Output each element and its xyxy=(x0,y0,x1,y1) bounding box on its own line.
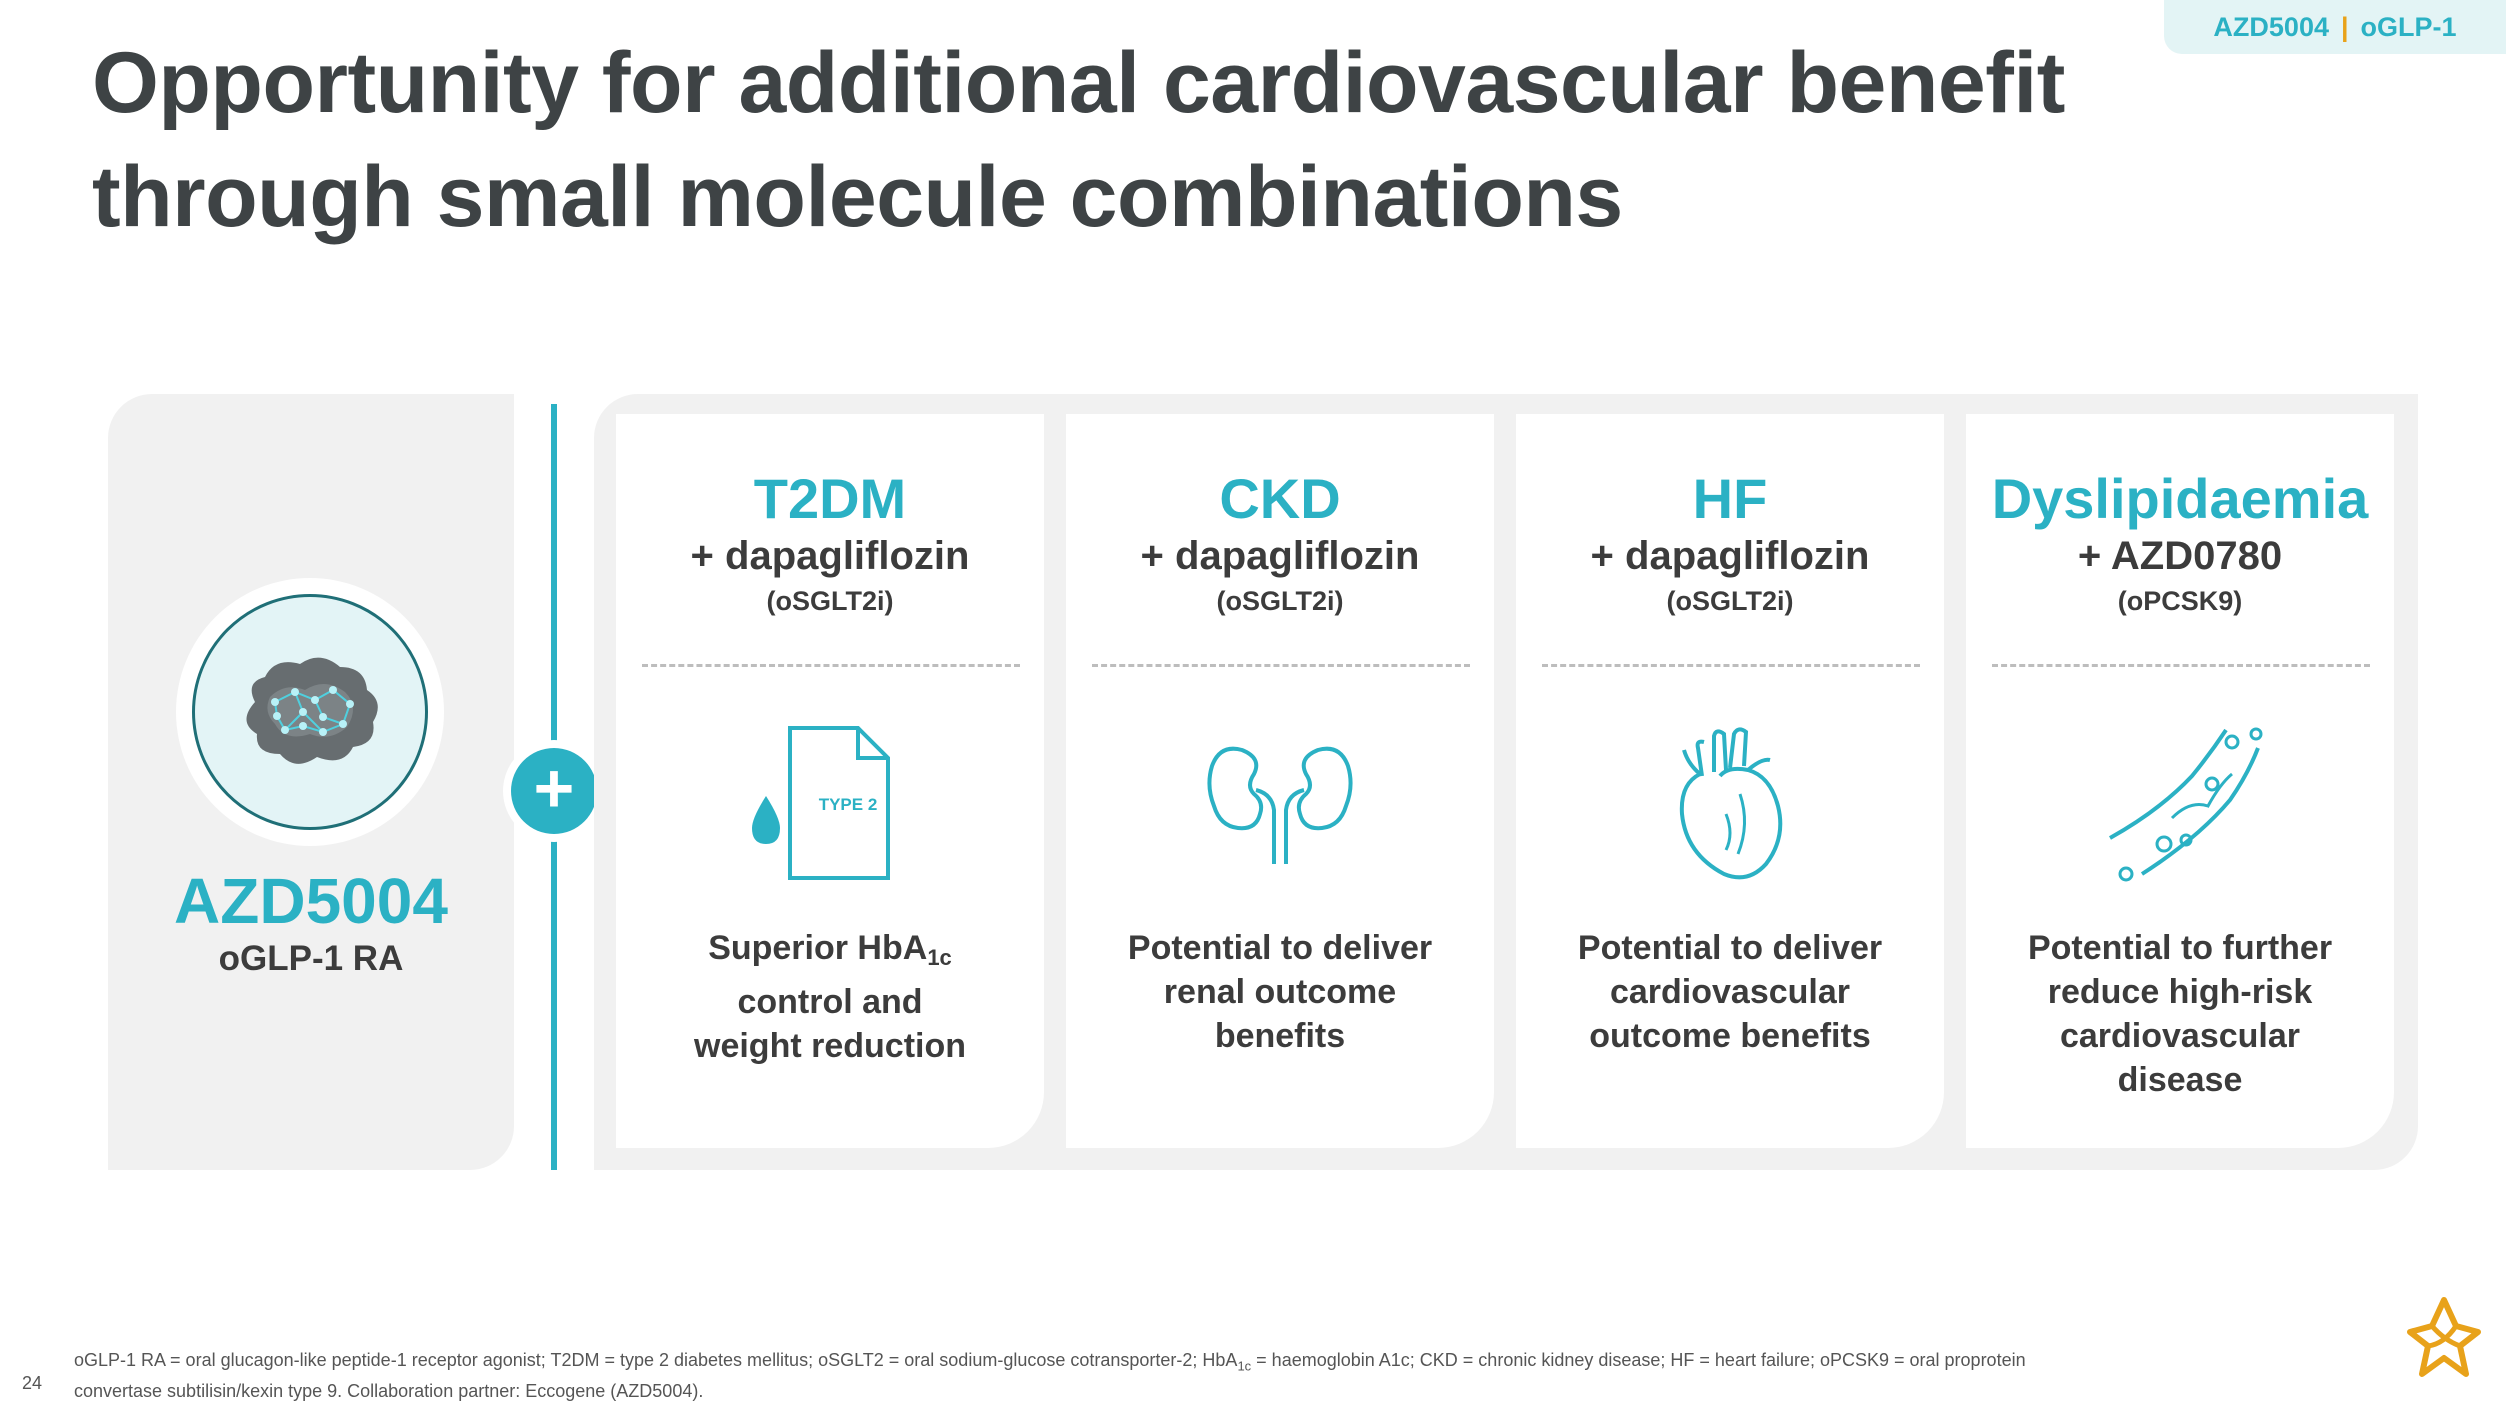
company-logo-icon xyxy=(2407,1297,2481,1377)
molecule-icon xyxy=(246,657,378,764)
tag-product: AZD5004 xyxy=(2213,11,2329,42)
card-drug-class: (oSGLT2i) xyxy=(1666,586,1794,616)
section-tag: AZD5004 | oGLP-1 xyxy=(2164,0,2506,54)
footnote: oGLP-1 RA = oral glucagon-like peptide-1… xyxy=(74,1350,2026,1401)
tag-class: oGLP-1 xyxy=(2360,11,2457,42)
card-heading: HF xyxy=(1692,467,1768,530)
card-description: Superior HbA1c control and weight reduct… xyxy=(694,929,966,1065)
card-description: Potential to deliver renal outcome benef… xyxy=(1127,929,1433,1055)
card-dyslipidaemia: Dyslipidaemia + AZD0780 (oPCSK9) Potenti… xyxy=(1966,414,2394,1148)
azd5004-panel: AZD5004 oGLP-1 RA xyxy=(108,394,514,1170)
heart-icon xyxy=(1679,727,1783,880)
card-drug-class: (oSGLT2i) xyxy=(766,586,894,616)
page-number: 24 xyxy=(22,1373,43,1393)
product-name: AZD5004 xyxy=(174,865,448,937)
product-class: oGLP-1 RA xyxy=(218,939,404,978)
title-line-1: Opportunity for additional cardiovascula… xyxy=(92,35,2065,131)
title-line-2: through small molecule combinations xyxy=(92,149,1623,245)
plus-badge: + xyxy=(503,740,605,842)
card-drug-class: (oSGLT2i) xyxy=(1216,586,1344,616)
tag-separator: | xyxy=(2340,11,2349,42)
card-divider xyxy=(1092,664,1470,667)
slide-title: Opportunity for additional cardiovascula… xyxy=(92,26,2092,254)
card-combination: + dapagliflozin xyxy=(1140,534,1420,578)
card-combination: + dapagliflozin xyxy=(690,534,970,578)
plus-icon: + xyxy=(511,748,597,834)
card-divider xyxy=(642,664,1020,667)
card-divider xyxy=(1992,664,2370,667)
card-description: Potential to deliver cardiovascular outc… xyxy=(1577,929,1883,1055)
card-combination: + AZD0780 xyxy=(2077,534,2283,578)
card-hf: HF + dapagliflozin (oSGLT2i) Potential t… xyxy=(1516,414,1944,1148)
type2-document-icon: TYPE 2 xyxy=(752,726,890,880)
type2-label: TYPE 2 xyxy=(819,795,878,814)
kidneys-icon xyxy=(1207,746,1353,864)
card-description: Potential to further reduce high-risk ca… xyxy=(2027,929,2333,1099)
molecule-badge xyxy=(176,578,444,846)
card-t2dm: T2DM + dapagliflozin (oSGLT2i) TYPE 2 Su… xyxy=(616,414,1044,1148)
card-drug-class: (oPCSK9) xyxy=(2117,586,2243,616)
artery-icon xyxy=(2109,727,2263,882)
card-ckd: CKD + dapagliflozin (oSGLT2i) Potential … xyxy=(1066,414,1494,1148)
card-heading: T2DM xyxy=(753,467,907,530)
card-heading: CKD xyxy=(1219,467,1341,530)
card-combination: + dapagliflozin xyxy=(1590,534,1870,578)
card-divider xyxy=(1542,664,1920,667)
card-heading: Dyslipidaemia xyxy=(1991,467,2369,530)
